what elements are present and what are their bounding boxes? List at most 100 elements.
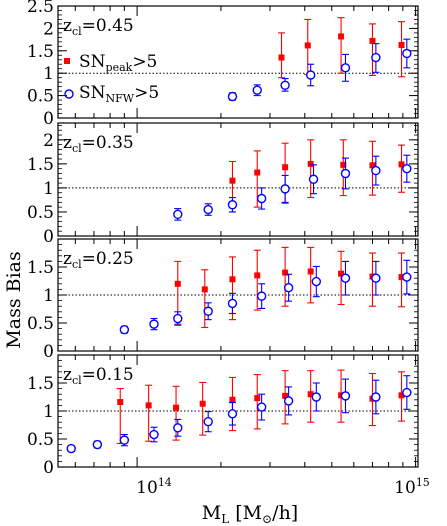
data-point-nfw [340, 273, 351, 283]
data-point-nfw [256, 402, 267, 412]
legend-peak-marker [64, 58, 70, 64]
y-tick-label: 1.5 [27, 42, 54, 62]
y-tick-label: 0 [43, 109, 54, 129]
data-point-nfw [402, 163, 412, 174]
data-point-peak [254, 169, 261, 176]
data-point-nfw [173, 423, 183, 433]
data-point-nfw [256, 193, 267, 204]
data-point-nfw [119, 435, 130, 445]
data-point-nfw [256, 291, 267, 301]
y-tick-label: 0 [43, 227, 54, 247]
legend-nfw-label: SNNFW>5 [79, 83, 159, 105]
y-tick-label: 1 [43, 402, 54, 422]
y-tick-label: 2 [43, 131, 54, 151]
panel-1: 00.5 11.5 2 2.5 zcl=0.45 [27, 0, 419, 129]
data-point-peak [174, 280, 181, 287]
data-point-nfw [402, 272, 412, 282]
data-point-peak [229, 276, 236, 283]
y-tick-label: 0 [43, 458, 54, 478]
data-point-nfw [371, 52, 381, 63]
data-point-nfw [305, 70, 316, 80]
data-point-nfw [283, 283, 294, 293]
y-tick-label: 1 [43, 64, 54, 84]
data-point-nfw [340, 168, 351, 179]
data-point-peak [304, 42, 311, 49]
data-point-peak [340, 161, 347, 168]
data-point-nfw [227, 298, 238, 309]
data-point-peak [201, 286, 208, 293]
y-tick-label: 1.5 [27, 258, 54, 278]
x-tick-label-1e14: 1014 [136, 476, 172, 498]
y-tick-label: 0.5 [27, 203, 54, 223]
panel-frame [57, 5, 419, 119]
panel-label: zcl=0.35 [63, 133, 134, 155]
data-point-peak [254, 395, 261, 402]
data-point-peak [307, 391, 314, 398]
data-point-nfw [227, 409, 238, 419]
data-point-peak [229, 177, 236, 184]
data-point-nfw [371, 165, 381, 176]
data-point-peak [173, 404, 180, 411]
data-point-nfw [227, 91, 238, 102]
data-point-peak [338, 33, 345, 40]
legend: SNpeak>5 SNNFW>5 [64, 52, 159, 105]
data-point-nfw [149, 429, 159, 440]
y-tick-label: 1.5 [27, 374, 54, 394]
data-point-nfw [203, 416, 213, 427]
data-point-nfw [173, 209, 183, 220]
x-tick-labels: 1014 1015 [136, 476, 430, 498]
data-point-nfw [371, 392, 381, 402]
data-point-nfw [402, 387, 412, 398]
data-point-nfw [340, 63, 351, 73]
panel-label: zcl=0.45 [63, 16, 134, 38]
legend-nfw-marker [64, 89, 74, 99]
y-tick-label: 0.5 [27, 430, 54, 450]
data-point-peak [282, 164, 289, 171]
data-point-peak [369, 162, 376, 169]
x-axis-label: ML [M⊙/h] [202, 502, 298, 526]
y-tick-label: 2 [43, 19, 54, 39]
y-axis-label: Mass Bias [3, 251, 25, 348]
data-point-nfw [252, 85, 262, 95]
data-point-nfw [227, 200, 238, 210]
data-point-nfw [173, 313, 183, 324]
data-point-nfw [280, 80, 290, 90]
panel-label: zcl=0.25 [63, 249, 134, 271]
data-point-nfw [340, 391, 351, 401]
data-point-nfw [203, 204, 213, 215]
data-point-peak [398, 41, 405, 48]
data-point-nfw [92, 439, 103, 450]
panel-frame [57, 122, 419, 237]
y-tick-label: 1 [43, 286, 54, 306]
data-point-peak [254, 272, 261, 279]
data-point-peak [282, 269, 289, 276]
panel-frame [57, 238, 419, 352]
data-point-nfw [308, 174, 319, 184]
data-point-nfw [119, 325, 130, 335]
data-point-nfw [280, 184, 290, 194]
data-point-nfw [311, 276, 322, 287]
data-point-peak [369, 37, 376, 44]
y-tick-label: 1 [43, 179, 54, 199]
data-point-peak [282, 392, 289, 399]
data-point-peak [278, 54, 285, 61]
data-point-nfw [311, 392, 322, 402]
y-tick-label: 0 [43, 342, 54, 362]
data-point-peak [398, 161, 405, 168]
legend-peak-label: SNpeak>5 [79, 52, 157, 74]
data-point-nfw [203, 306, 213, 316]
panel-frame [57, 354, 419, 468]
data-point-nfw [283, 396, 294, 406]
panel-3: 0 0.5 1 1.5 zcl=0.25 [27, 238, 419, 362]
y-tick-label: 1.5 [27, 155, 54, 175]
panel-label: zcl=0.15 [63, 365, 134, 387]
data-point-peak [307, 160, 314, 167]
data-point-peak [398, 392, 405, 399]
x-tick-label-1e15: 1015 [394, 476, 430, 498]
data-point-peak [229, 396, 236, 403]
data-point-peak [307, 268, 314, 275]
data-point-nfw [66, 443, 76, 454]
data-point-nfw [402, 48, 412, 59]
